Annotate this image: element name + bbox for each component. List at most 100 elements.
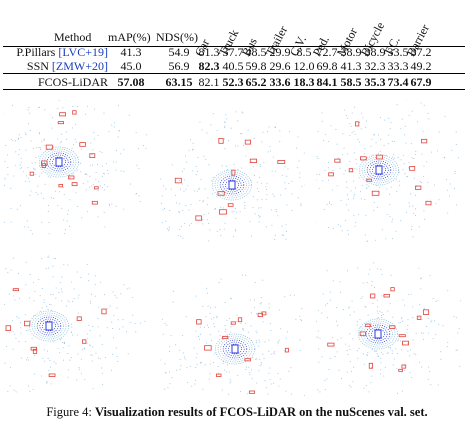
lidar-point [259, 365, 261, 367]
detection-box [59, 112, 66, 117]
lidar-point [239, 211, 241, 213]
lidar-point [256, 187, 258, 190]
lidar-point [297, 136, 299, 138]
lidar-point [268, 339, 270, 341]
lidar-point [353, 195, 355, 197]
lidar-point [53, 341, 55, 343]
lidar-point [401, 371, 403, 373]
lidar-point [63, 263, 65, 265]
lidar-point [332, 228, 334, 230]
lidar-point [15, 391, 17, 393]
lidar-point [20, 321, 22, 324]
lidar-point [33, 168, 35, 170]
lidar-point [324, 389, 326, 391]
lidar-point [262, 131, 264, 133]
lidar-point [210, 339, 213, 342]
lidar-point [335, 128, 337, 130]
lidar-point [451, 149, 453, 151]
citation-link[interactable]: [LVC+19] [58, 45, 108, 59]
lidar-point [144, 320, 146, 322]
lidar-point [15, 337, 17, 339]
lidar-point [104, 173, 106, 175]
scan-ring [34, 314, 64, 338]
lidar-point [111, 203, 113, 205]
lidar-point [268, 307, 270, 309]
lidar-point [160, 178, 162, 180]
lidar-point [39, 147, 41, 149]
citation-link[interactable]: [ZMW+20] [51, 59, 108, 73]
lidar-point [349, 384, 351, 386]
lidar-point [40, 192, 42, 194]
lidar-point [349, 135, 351, 137]
lidar-point [206, 324, 208, 326]
lidar-point [365, 385, 367, 387]
lidar-point [58, 100, 60, 101]
lidar-point [38, 132, 40, 134]
detection-box [76, 316, 82, 321]
lidar-point [379, 116, 381, 119]
lidar-point [25, 134, 27, 136]
lidar-point [299, 176, 301, 178]
lidar-point [178, 211, 180, 214]
lidar-point [420, 288, 422, 290]
lidar-point [50, 197, 52, 199]
lidar-point [172, 301, 174, 303]
lidar-point [20, 168, 22, 170]
lidar-point [357, 267, 359, 269]
lidar-point [179, 349, 181, 351]
lidar-point [224, 222, 226, 224]
method-cell: P.Pillars [LVC+19] [4, 45, 108, 60]
lidar-point [234, 229, 236, 231]
lidar-point [117, 136, 119, 138]
ego-vehicle [45, 321, 53, 331]
value-cell: 82.1 [198, 75, 220, 89]
lidar-point [13, 295, 15, 297]
lidar-point [260, 207, 262, 209]
lidar-point [65, 305, 67, 307]
scan-ring [222, 339, 248, 359]
lidar-point [25, 284, 27, 286]
lidar-point [233, 210, 235, 212]
lidar-point [197, 156, 199, 159]
lidar-point [369, 268, 371, 270]
lidar-point [94, 275, 96, 277]
lidar-point [126, 288, 128, 290]
lidar-point [9, 385, 11, 387]
lidar-point [41, 287, 43, 290]
lidar-point [25, 261, 27, 263]
lidar-point [389, 348, 391, 350]
lidar-point [49, 303, 51, 305]
lidar-point [27, 177, 29, 179]
lidar-point [59, 352, 61, 354]
lidar-point [31, 338, 33, 340]
lidar-point [5, 345, 8, 348]
method-cell: FCOS-LiDAR [4, 75, 108, 90]
lidar-point [362, 282, 364, 284]
ego-vehicle [231, 344, 239, 354]
lidar-point [321, 312, 323, 314]
lidar-point [395, 348, 397, 350]
lidar-point [178, 180, 180, 182]
lidar-point [160, 359, 161, 361]
lidar-point [327, 303, 329, 305]
lidar-point [53, 197, 55, 200]
lidar-point [245, 366, 247, 368]
lidar-point [354, 193, 356, 195]
lidar-point [92, 184, 94, 186]
lidar-point [168, 228, 170, 230]
lidar-point [43, 138, 46, 140]
header-method: Method [54, 30, 92, 44]
ego-vehicle [55, 157, 63, 167]
lidar-point [415, 150, 417, 152]
lidar-point [7, 154, 9, 156]
lidar-point [224, 325, 226, 327]
lidar-point [98, 180, 100, 182]
lidar-point [75, 141, 77, 143]
lidar-point [40, 375, 43, 377]
lidar-point [106, 307, 108, 310]
lidar-point [101, 175, 103, 177]
lidar-point [43, 349, 45, 351]
lidar-point [367, 314, 369, 316]
lidar-point [230, 127, 232, 129]
lidar-point [116, 307, 118, 309]
